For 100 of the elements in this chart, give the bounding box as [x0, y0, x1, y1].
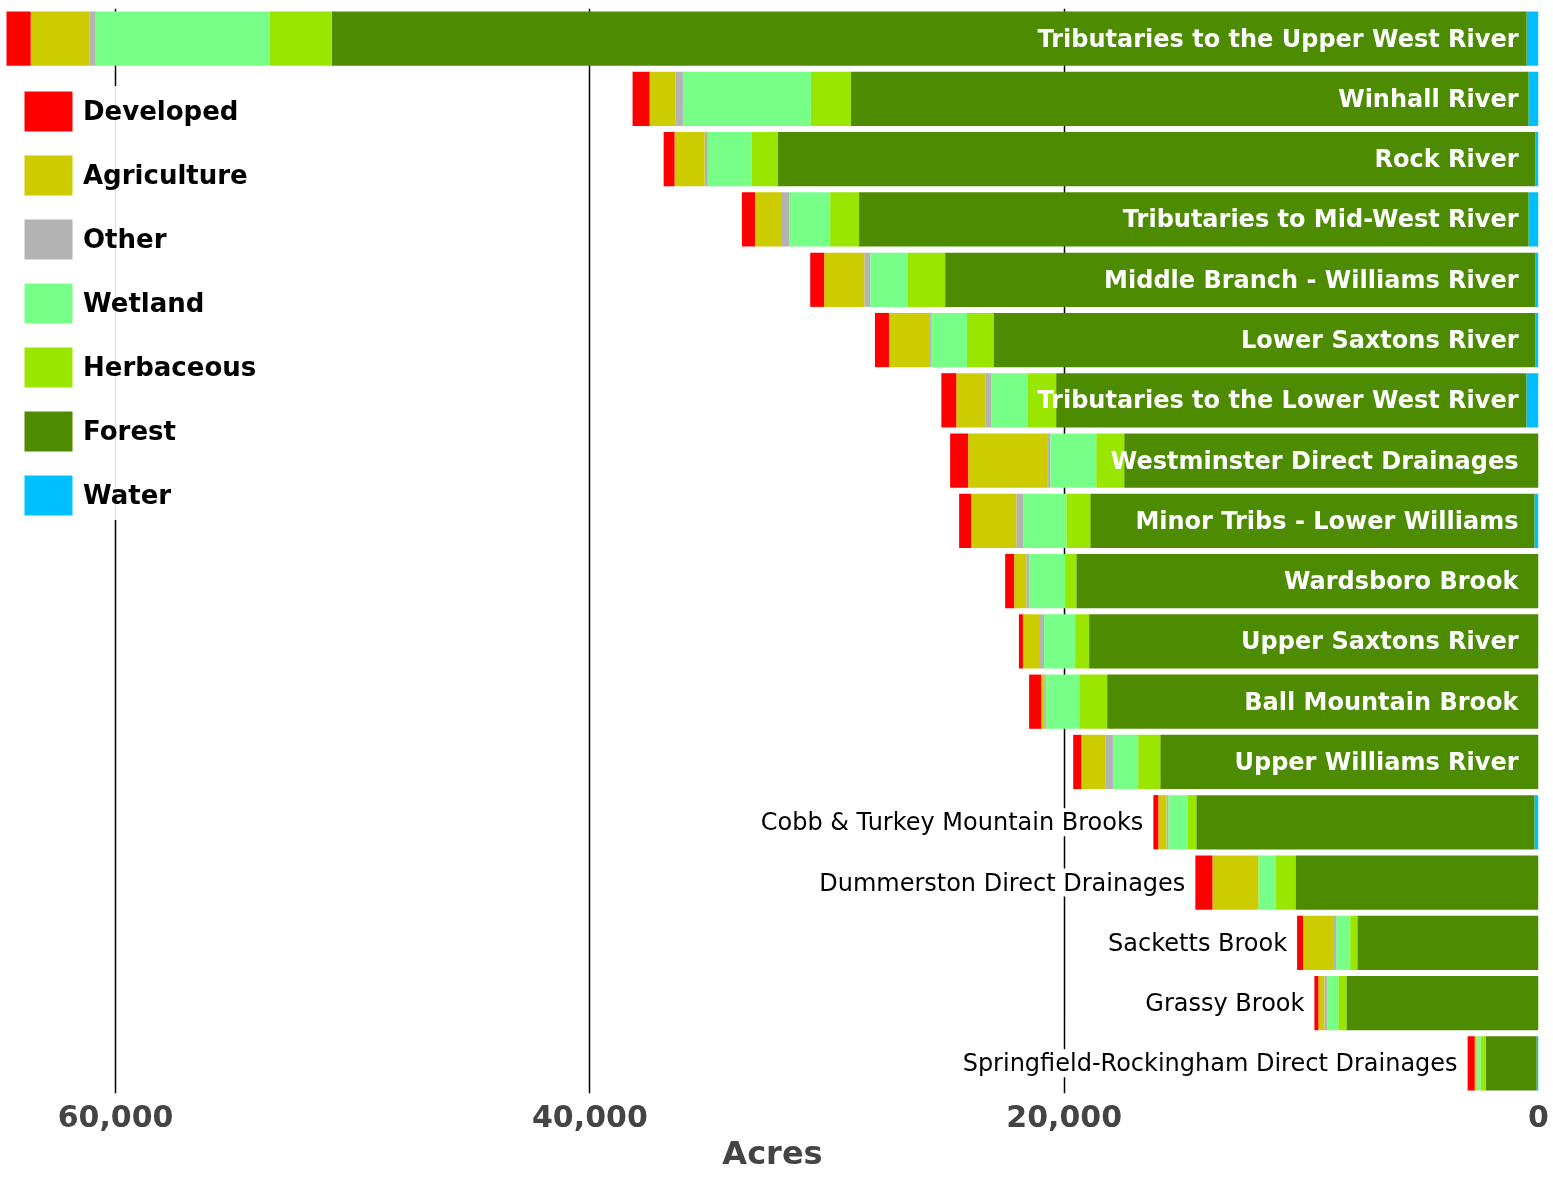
bar [930, 312, 967, 368]
bar [1158, 795, 1167, 850]
bar [675, 71, 683, 127]
bar [991, 373, 1028, 428]
y-tick-label: Tributaries to Mid-West River [1122, 205, 1519, 234]
bar [864, 252, 871, 307]
bar [1195, 855, 1213, 910]
x-tick-label: 0 [1528, 1098, 1549, 1134]
bar [89, 11, 96, 66]
bar [1258, 855, 1276, 910]
y-tick-label: Winhall River [1338, 84, 1519, 113]
y-tick-label: Tributaries to the Lower West River [1037, 386, 1519, 415]
bar [1303, 915, 1334, 970]
bar [1168, 795, 1188, 850]
bar [859, 192, 1529, 247]
bar [874, 312, 889, 368]
bar [1047, 433, 1051, 488]
bar [1357, 915, 1539, 970]
bar [674, 132, 705, 187]
bar [1196, 795, 1535, 850]
y-tick-label: Grassy Brook [1145, 989, 1305, 1018]
bar [1346, 975, 1539, 1031]
bar [682, 71, 811, 127]
bar [1022, 614, 1040, 669]
bar [1153, 795, 1159, 850]
bar [1535, 312, 1539, 368]
bar [632, 71, 650, 127]
bar [1534, 795, 1539, 850]
bar [1275, 855, 1296, 910]
bar [1338, 975, 1347, 1031]
bar [1534, 493, 1539, 548]
bar [1350, 915, 1358, 970]
bar [777, 132, 1536, 187]
bar [1014, 554, 1027, 609]
y-tick-label: Cobb & Turkey Mountain Brooks [760, 808, 1144, 837]
legend-label: Developed [83, 95, 239, 129]
bar [950, 433, 969, 488]
bar [1075, 614, 1090, 669]
y-tick-label: Rock River [1374, 145, 1519, 174]
x-axis-title: Acres [722, 1133, 823, 1172]
bar [1318, 975, 1325, 1031]
bar [1187, 795, 1197, 850]
bar [1212, 855, 1259, 910]
bar [1066, 493, 1091, 548]
bar [704, 132, 708, 187]
bar [30, 11, 90, 66]
bar [751, 132, 778, 187]
bar [1016, 493, 1024, 548]
bar [269, 11, 332, 66]
bar [649, 71, 676, 127]
bar [851, 71, 1529, 127]
bar [830, 192, 860, 247]
legend-label: Wetland [83, 287, 205, 321]
bar [959, 493, 972, 548]
y-tick-label: Lower Saxtons River [1240, 326, 1519, 355]
bar [1526, 11, 1539, 66]
bar [971, 493, 1017, 548]
legend-label: Water [83, 479, 172, 513]
bar [663, 132, 675, 187]
bar [1113, 734, 1139, 790]
bar [810, 71, 851, 127]
bar [1467, 1036, 1475, 1091]
y-tick-label: Upper Saxtons River [1241, 627, 1519, 656]
bar [994, 312, 1536, 368]
bar [1528, 71, 1539, 127]
y-tick-label: Springfield-Rockingham Direct Drainages [962, 1049, 1458, 1078]
x-tick-label: 20,000 [1006, 1098, 1123, 1134]
bar [789, 192, 831, 247]
y-tick-label: Dummerston Direct Drainages [819, 868, 1186, 897]
bar [1018, 614, 1023, 669]
bar [1073, 734, 1082, 790]
bar [6, 11, 31, 66]
legend-label: Herbaceous [83, 351, 257, 385]
bar [1535, 132, 1539, 187]
bar [741, 192, 755, 247]
bar [1065, 554, 1077, 609]
bar [1089, 614, 1539, 669]
bar [1476, 1036, 1481, 1091]
bar [707, 132, 752, 187]
bar [1105, 734, 1114, 790]
bar [1029, 554, 1066, 609]
bar [1023, 493, 1067, 548]
y-tick-label: Minor Tribs - Lower Williams [1135, 506, 1519, 535]
bar [1081, 734, 1106, 790]
bar [1046, 674, 1080, 729]
bar [1297, 915, 1304, 970]
legend-label: Other [83, 223, 167, 257]
bar [1026, 554, 1030, 609]
bar [1528, 192, 1539, 247]
bar [1336, 915, 1351, 970]
bar [1314, 975, 1319, 1031]
bar [1039, 614, 1045, 669]
bar [956, 373, 986, 428]
y-tick-label: Middle Branch - Williams River [1104, 265, 1519, 294]
bar [941, 373, 957, 428]
bar [331, 11, 1527, 66]
bar [1480, 1036, 1486, 1091]
y-tick-label: Westminster Direct Drainages [1110, 446, 1519, 475]
bar [754, 192, 782, 247]
bar [1050, 433, 1097, 488]
